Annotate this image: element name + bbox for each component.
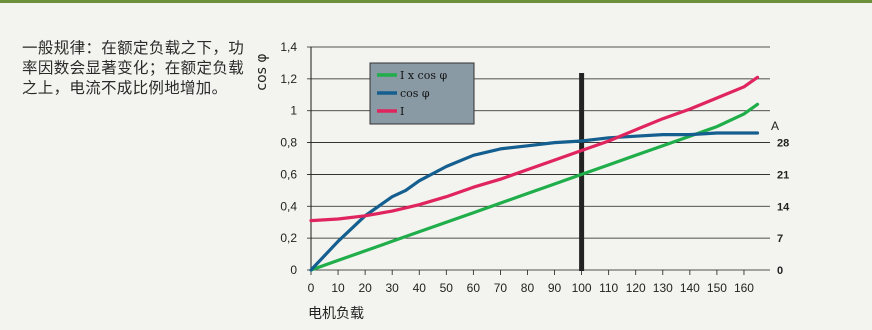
x-tick-label: 80 xyxy=(521,281,535,295)
right-tick-label: 21 xyxy=(777,169,789,181)
y-tick-label: 0 xyxy=(290,263,297,277)
x-tick-label: 40 xyxy=(413,281,427,295)
right-tick-label: 7 xyxy=(777,233,783,245)
right-axis-label: A xyxy=(771,119,779,133)
x-tick-label: 50 xyxy=(440,281,454,295)
x-tick-label: 10 xyxy=(331,281,345,295)
x-tick-label: 30 xyxy=(386,281,400,295)
right-tick-label: 14 xyxy=(777,201,790,213)
x-tick-label: 0 xyxy=(308,281,315,295)
y-tick-label: 0,6 xyxy=(280,167,297,181)
x-tick-label: 120 xyxy=(626,281,646,295)
x-tick-label: 110 xyxy=(599,281,618,295)
x-axis-label: 电机负载 xyxy=(308,306,364,322)
x-tick-label: 20 xyxy=(358,281,372,295)
y-tick-label: 0,8 xyxy=(280,136,297,150)
right-tick-label: 28 xyxy=(777,138,789,150)
y-tick-label: 1,4 xyxy=(280,40,297,54)
series-lines xyxy=(309,73,760,272)
legend-label: I x cos φ xyxy=(400,69,447,82)
top-accent-rule xyxy=(0,0,872,3)
legend: I x cos φ cos φ I xyxy=(369,62,475,125)
axes: 00,20,40,60,811,21,40 10 20 30 40 50 60 70 80 90 1… xyxy=(280,40,790,295)
y-tick-label: 1 xyxy=(290,104,297,118)
right-tick-label: 0 xyxy=(777,265,783,277)
x-tick-label: 70 xyxy=(494,281,508,295)
note-text: 一般规律：在额定负载之下，功率因数会显著变化；在额定负载之上，电流不成比例地增加… xyxy=(22,39,244,97)
legend-label: cos φ xyxy=(400,87,430,100)
series-line-3 xyxy=(309,75,760,223)
legend-label: I xyxy=(400,105,404,118)
x-tick-label: 160 xyxy=(734,281,754,295)
x-tick-label: 150 xyxy=(707,281,727,295)
x-tick-label: 100 xyxy=(572,281,592,295)
y-tick-label: 1,2 xyxy=(280,72,297,86)
x-tick-label: 130 xyxy=(653,281,673,295)
x-tick-label: 140 xyxy=(680,281,700,295)
y-axis-label: cos φ xyxy=(254,53,270,90)
y-tick-label: 0,4 xyxy=(280,199,297,213)
series-line-2 xyxy=(309,131,760,272)
y-tick-label: 0,2 xyxy=(280,231,297,245)
x-tick-label: 90 xyxy=(548,281,562,295)
x-tick-label: 60 xyxy=(467,281,481,295)
series-line-1 xyxy=(309,102,760,272)
gridlines xyxy=(307,46,770,271)
